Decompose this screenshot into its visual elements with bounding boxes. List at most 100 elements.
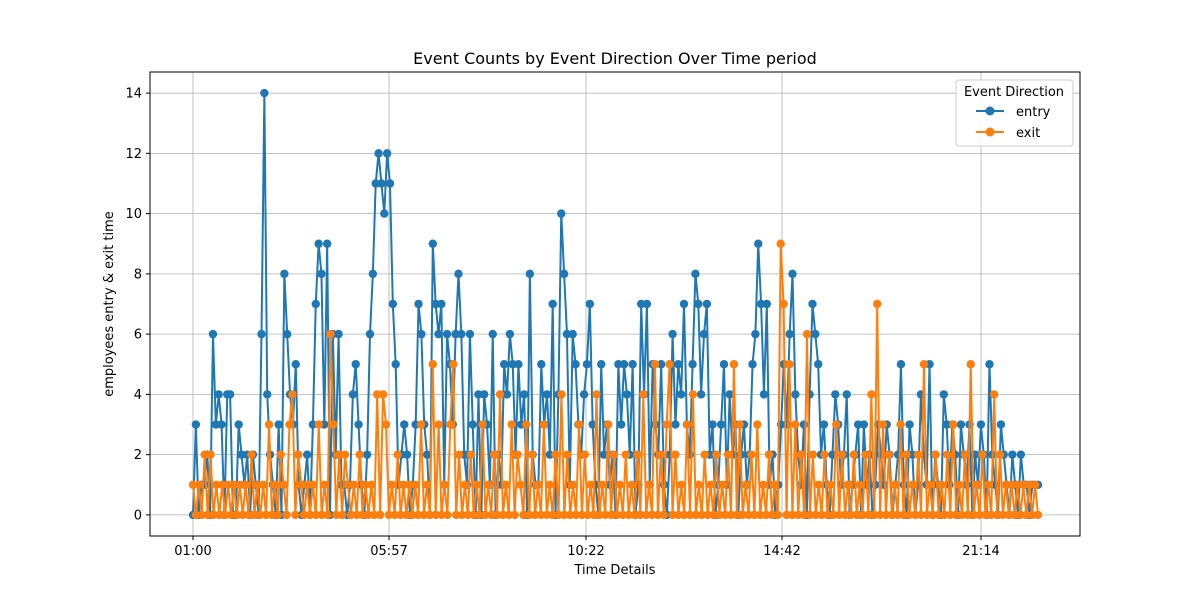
data-point (351, 360, 360, 369)
data-point (317, 510, 326, 520)
data-point (365, 329, 375, 339)
data-point (1008, 450, 1017, 459)
data-point (481, 510, 490, 520)
data-point (617, 420, 626, 429)
data-point (411, 480, 420, 489)
data-point (238, 510, 247, 520)
data-point (597, 360, 606, 369)
data-point (346, 510, 356, 520)
data-point (393, 450, 402, 459)
data-point (234, 420, 243, 429)
data-point (402, 450, 412, 459)
data-point (1016, 510, 1025, 520)
data-point (431, 510, 440, 520)
x-tick-label: 21:14 (962, 544, 999, 559)
data-point (337, 510, 347, 520)
data-point (215, 510, 224, 520)
data-point (922, 510, 932, 520)
data-point (719, 360, 729, 369)
data-point (209, 510, 218, 520)
data-point (949, 420, 958, 429)
data-point (422, 480, 432, 489)
data-point (235, 480, 244, 489)
data-point (995, 450, 1005, 459)
data-point (217, 420, 226, 429)
data-point (414, 299, 423, 309)
data-point (580, 450, 589, 459)
data-point (908, 480, 917, 489)
data-point (373, 390, 382, 399)
data-point (656, 450, 666, 459)
x-axis-label: Time Details (573, 563, 655, 578)
data-point (957, 510, 967, 520)
legend-marker-entry (985, 106, 995, 116)
data-point (285, 420, 294, 429)
data-point (819, 420, 829, 429)
data-point (536, 510, 546, 520)
data-point (726, 510, 736, 520)
data-point (542, 390, 552, 399)
data-point (956, 420, 966, 429)
data-point (799, 420, 809, 429)
data-point (785, 360, 794, 369)
data-point (963, 510, 973, 520)
data-point (457, 510, 467, 520)
data-point (647, 510, 657, 520)
data-point (390, 510, 399, 520)
data-point (674, 510, 683, 520)
data-point (361, 480, 370, 489)
data-point (305, 510, 315, 520)
data-point (492, 510, 502, 520)
data-point (943, 450, 952, 459)
data-point (852, 510, 861, 520)
data-point (829, 510, 838, 520)
data-point (890, 480, 899, 489)
data-point (583, 510, 592, 520)
data-point (443, 510, 452, 520)
data-point (311, 510, 320, 520)
y-axis-ticks: 0 2 4 6 8 10 12 14 (125, 87, 150, 523)
data-point (951, 510, 961, 520)
data-point (706, 480, 715, 489)
data-point (913, 450, 923, 459)
data-point (858, 510, 867, 520)
data-point (761, 510, 771, 520)
data-point (525, 269, 535, 279)
y-tick-label: 0 (134, 508, 142, 523)
data-point (674, 360, 683, 369)
data-point (671, 420, 680, 429)
series-line-exit (192, 242, 1039, 516)
data-point (716, 420, 726, 429)
data-point (814, 480, 823, 489)
data-point (791, 390, 800, 399)
data-point (811, 510, 820, 520)
data-point (416, 420, 426, 429)
data-point (603, 420, 613, 429)
data-point (934, 510, 943, 520)
data-point (723, 450, 733, 459)
data-point (1001, 480, 1011, 489)
data-point (919, 360, 929, 369)
data-point (484, 480, 493, 489)
data-point (618, 510, 628, 520)
data-point (355, 450, 364, 459)
data-point (472, 480, 481, 489)
data-point (428, 360, 437, 369)
series-layer (188, 88, 1043, 520)
data-point (280, 269, 289, 279)
x-axis-ticks: 01:00 05:57 10:22 14:42 21:14 (174, 536, 1000, 559)
data-point (881, 510, 891, 520)
data-point (380, 209, 389, 218)
data-point (382, 149, 392, 158)
data-point (413, 510, 423, 520)
data-point (639, 390, 648, 399)
data-point (197, 510, 206, 520)
data-point (437, 299, 446, 309)
data-point (718, 480, 727, 489)
data-point (653, 510, 663, 520)
data-point (595, 510, 604, 520)
data-point (317, 269, 326, 279)
data-point (437, 510, 446, 520)
data-point (501, 480, 511, 489)
data-point (696, 390, 706, 399)
